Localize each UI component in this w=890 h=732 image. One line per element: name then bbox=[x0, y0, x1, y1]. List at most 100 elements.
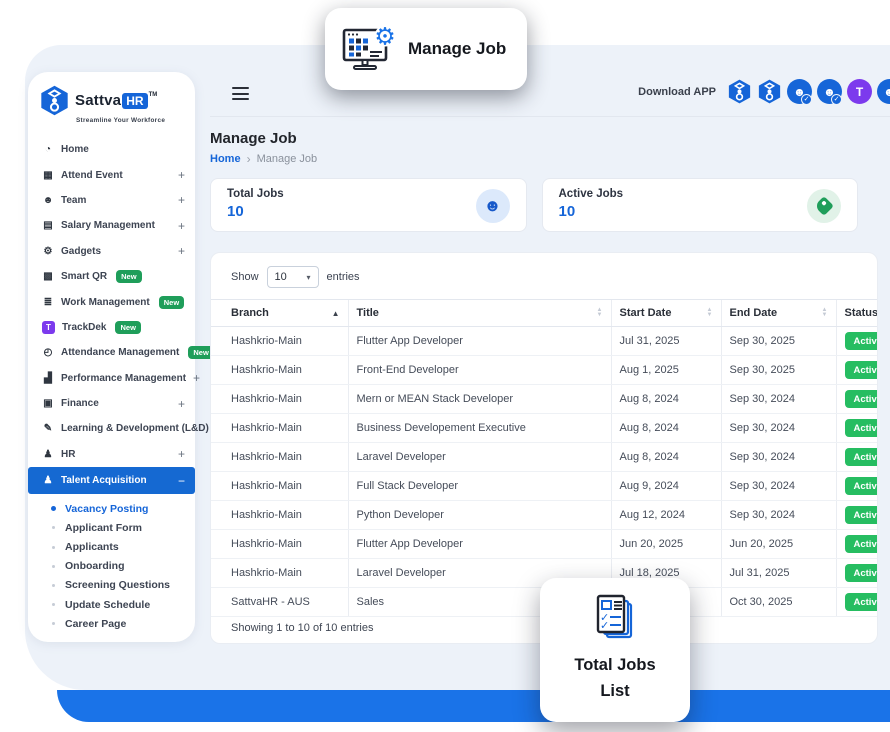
clock-icon: ◴ bbox=[43, 347, 53, 359]
cell-title: Full Stack Developer bbox=[347, 471, 611, 501]
sidebar-item-performance-management[interactable]: ▟ Performance Management + bbox=[28, 366, 200, 391]
sattvahr-app-icon[interactable] bbox=[727, 79, 752, 104]
sidebar-item-screening-questions[interactable]: Screening Questions bbox=[28, 576, 195, 595]
salary-icon: ▤ bbox=[43, 220, 53, 232]
sidebar-item-applicants[interactable]: Applicants bbox=[28, 537, 195, 556]
expand-icon[interactable]: + bbox=[177, 447, 185, 462]
status-badge: Active bbox=[844, 332, 877, 350]
expand-icon[interactable]: + bbox=[177, 218, 185, 233]
total-jobs-list-callout: ✓ ✓ Total Jobs List bbox=[540, 578, 690, 722]
column-header-title[interactable]: Title ▲ ▼ bbox=[347, 299, 611, 327]
cell-status: Active bbox=[835, 558, 877, 588]
cell-branch: Hashkrio-Main bbox=[211, 326, 348, 356]
qr-icon: ▩ bbox=[43, 271, 53, 283]
sidebar-item-gadgets[interactable]: ⚙ Gadgets + bbox=[28, 239, 195, 264]
tasks-icon: ≣ bbox=[43, 296, 53, 308]
entries-label: entries bbox=[326, 271, 360, 283]
cell-status: Active bbox=[835, 529, 877, 559]
cell-start-date: Aug 9, 2024 bbox=[610, 471, 721, 501]
status-badge: Active bbox=[844, 361, 877, 379]
sidebar-item-onboarding[interactable]: Onboarding bbox=[28, 557, 195, 576]
attendance-app-icon[interactable]: ☻ bbox=[787, 79, 812, 105]
column-header-end-date[interactable]: End Date ▲ ▼ bbox=[720, 299, 836, 327]
sidebar-item-label: HR bbox=[61, 448, 76, 460]
trackdek-app-icon[interactable]: T bbox=[847, 79, 872, 104]
expand-icon[interactable]: + bbox=[177, 244, 185, 259]
sidebar-item-smart-qr[interactable]: ▩ Smart QR New bbox=[28, 264, 195, 289]
sidebar-item-label: TrackDek bbox=[62, 321, 107, 333]
team-icon: ☻ bbox=[42, 194, 54, 206]
breadcrumb-home-link[interactable]: Home bbox=[210, 153, 241, 165]
performance-icon: ▟ bbox=[44, 372, 52, 384]
manage-job-icon: ⚙ bbox=[342, 25, 396, 70]
table-info: Showing 1 to 10 of 10 entries bbox=[231, 622, 374, 634]
page-title: Manage Job bbox=[210, 130, 297, 147]
talent-icon: ♟ bbox=[43, 475, 53, 487]
cell-status: Active bbox=[835, 471, 877, 501]
cell-branch: Hashkrio-Main bbox=[211, 500, 348, 530]
sidebar-item-label: Work Management bbox=[61, 296, 150, 308]
attendance-app-icon[interactable]: ☻ bbox=[817, 79, 842, 105]
sidebar: Sattva HR TM Streamline Your Workforce ◔ Ho… bbox=[28, 72, 228, 642]
sidebar-item-vacancy-posting[interactable]: Vacancy Posting bbox=[28, 499, 195, 518]
table-row: Hashkrio-Main Flutter App Developer Jul 31… bbox=[211, 326, 877, 356]
expand-icon[interactable]: + bbox=[193, 371, 201, 386]
sidebar-item-label: Gadgets bbox=[61, 245, 102, 257]
dashboard-icon: ◔ bbox=[44, 144, 52, 156]
bottom-accent-band bbox=[57, 690, 890, 722]
sidebar-item-learning-development-l-d[interactable]: ✎Learning & Development (L&D)+ bbox=[28, 416, 223, 441]
sidebar-item-work-management[interactable]: ≣ Work Management New bbox=[28, 289, 195, 314]
cell-title: Flutter App Developer bbox=[347, 326, 611, 356]
column-header-start-date[interactable]: Start Date ▲ ▼ bbox=[610, 299, 721, 327]
sidebar-item-label: Salary Management bbox=[61, 220, 155, 232]
sidebar-item-label: Finance bbox=[61, 398, 99, 410]
sidebar-item-talent-acquisition[interactable]: ♟ Talent Acquisition − bbox=[28, 467, 195, 495]
gadgets-icon: ⚙ bbox=[43, 245, 53, 257]
cell-title: Flutter App Developer bbox=[347, 529, 611, 559]
sidebar-item-finance[interactable]: ▣ Finance + bbox=[28, 391, 195, 416]
collapse-icon[interactable]: − bbox=[177, 473, 185, 488]
entries-select[interactable]: 10 ▾ bbox=[266, 266, 319, 288]
hamburger-menu-icon[interactable] bbox=[232, 87, 249, 100]
sidebar-item-salary-management[interactable]: ▤ Salary Management + bbox=[28, 213, 195, 238]
tag-icon bbox=[807, 189, 841, 223]
cell-title: Front-End Developer bbox=[347, 355, 611, 385]
column-label: Status bbox=[844, 307, 878, 319]
active-jobs-card: Active Jobs 10 bbox=[541, 178, 858, 232]
sattvahr-app-icon[interactable] bbox=[757, 79, 782, 104]
column-header-status[interactable]: Status bbox=[835, 299, 878, 327]
sidebar-item-hr[interactable]: ♟ HR + bbox=[28, 442, 195, 467]
sidebar-item-applicant-form[interactable]: Applicant Form bbox=[28, 518, 195, 537]
sidebar-item-label: Attendance Management bbox=[61, 347, 180, 359]
stat-value: 10 bbox=[227, 203, 244, 220]
svg-text:⚙: ⚙ bbox=[374, 25, 396, 51]
expand-icon[interactable]: + bbox=[177, 396, 185, 411]
topbar: Download APP ☻☻T☻ bbox=[210, 45, 890, 117]
expand-icon[interactable]: + bbox=[177, 168, 185, 183]
jobs-table: Branch ▲ Title ▲ ▼ Start Date ▲ ▼ End Date ▲ ▼ Stat… bbox=[211, 299, 878, 617]
sidebar-item-home[interactable]: ◔ Home bbox=[28, 137, 195, 162]
trademark: TM bbox=[148, 91, 158, 98]
cell-end-date: Oct 30, 2025 bbox=[720, 587, 836, 617]
cell-title: Laravel Developer bbox=[347, 442, 611, 472]
column-header-branch[interactable]: Branch ▲ bbox=[211, 299, 348, 327]
sattvahr-logo[interactable]: Sattva HR TM Streamline Your Workforce bbox=[28, 72, 195, 130]
cell-status: Active bbox=[835, 355, 877, 385]
sidebar-item-update-schedule[interactable]: Update Schedule bbox=[28, 595, 195, 614]
sidebar-item-team[interactable]: ☻ Team + bbox=[28, 188, 195, 213]
cell-branch: Hashkrio-Main bbox=[211, 355, 348, 385]
status-badge: Active bbox=[844, 535, 877, 553]
cell-branch: Hashkrio-Main bbox=[211, 384, 348, 414]
calendar-icon: ▦ bbox=[43, 169, 53, 181]
sidebar-item-attend-event[interactable]: ▦ Attend Event + bbox=[28, 162, 195, 187]
cell-end-date: Sep 30, 2024 bbox=[720, 500, 836, 530]
cell-start-date: Aug 8, 2024 bbox=[610, 384, 721, 414]
cell-status: Active bbox=[835, 500, 877, 530]
sattvahr-app-icon[interactable]: ☻ bbox=[877, 79, 890, 104]
expand-icon[interactable]: + bbox=[177, 193, 185, 208]
column-label: Branch bbox=[231, 307, 269, 319]
sidebar-item-trackdek[interactable]: T TrackDek New bbox=[28, 315, 195, 340]
sidebar-item-career-page[interactable]: Career Page bbox=[28, 614, 195, 633]
stat-label: Active Jobs bbox=[558, 188, 624, 200]
